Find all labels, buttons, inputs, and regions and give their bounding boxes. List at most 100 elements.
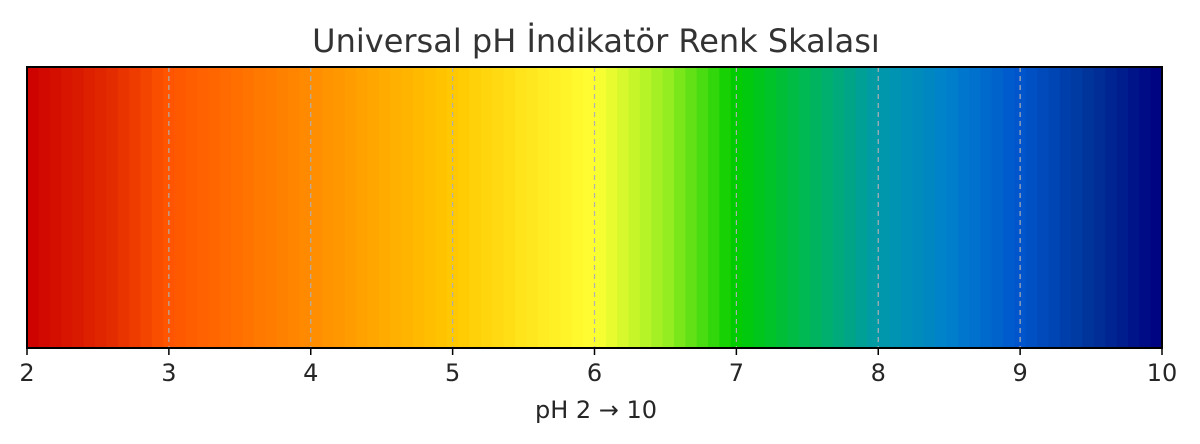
color-band: [742, 67, 754, 348]
color-band: [1071, 67, 1084, 348]
color-band: [310, 67, 323, 348]
color-band: [38, 67, 51, 348]
grid-lines: [168, 67, 1021, 348]
x-tick-label: 2: [19, 359, 34, 387]
color-band: [1139, 67, 1152, 348]
x-tick-label: 4: [303, 359, 318, 387]
color-band: [537, 67, 550, 348]
color-band: [322, 67, 335, 348]
color-band: [435, 67, 448, 348]
color-band: [764, 67, 777, 348]
color-band: [1116, 67, 1129, 348]
color-band: [27, 67, 39, 348]
color-band: [174, 67, 187, 348]
color-band: [526, 67, 539, 348]
color-band: [1037, 67, 1050, 348]
color-band: [730, 67, 743, 348]
color-band: [424, 67, 437, 348]
color-band: [1150, 67, 1163, 348]
color-band: [991, 67, 1004, 348]
color-band: [401, 67, 414, 348]
color-band: [356, 67, 369, 348]
color-band: [662, 67, 675, 348]
color-band: [129, 67, 142, 348]
x-tick-label: 8: [871, 359, 886, 387]
color-band: [912, 67, 925, 348]
color-band: [333, 67, 346, 348]
color-band: [719, 67, 732, 348]
color-band: [390, 67, 403, 348]
color-band: [946, 67, 959, 348]
color-band: [549, 67, 562, 348]
color-band: [83, 67, 96, 348]
color-band: [288, 67, 300, 348]
x-tick-label: 10: [1147, 359, 1178, 387]
color-band: [900, 67, 913, 348]
color-band: [673, 67, 686, 348]
color-band: [798, 67, 811, 348]
color-band: [855, 67, 868, 348]
color-band: [969, 67, 981, 348]
color-band: [1003, 67, 1016, 348]
color-band: [469, 67, 482, 348]
color-band: [72, 67, 85, 348]
color-band: [605, 67, 618, 348]
color-band: [185, 67, 198, 348]
color-band: [458, 67, 471, 348]
color-band: [878, 67, 891, 348]
color-band: [208, 67, 221, 348]
color-band: [299, 67, 312, 348]
color-band: [639, 67, 652, 348]
x-tick-label: 7: [729, 359, 744, 387]
color-band: [594, 67, 607, 348]
color-band: [163, 67, 176, 348]
color-band: [106, 67, 119, 348]
color-band: [957, 67, 970, 348]
color-band: [980, 67, 993, 348]
color-band: [412, 67, 425, 348]
color-band: [265, 67, 278, 348]
color-band: [378, 67, 391, 348]
color-band: [515, 67, 527, 348]
color-band: [242, 67, 255, 348]
color-band: [1014, 67, 1027, 348]
color-band: [583, 67, 596, 348]
color-band: [254, 67, 266, 348]
color-band: [1082, 67, 1095, 348]
x-tick-label: 6: [587, 359, 602, 387]
color-band: [889, 67, 902, 348]
color-band: [866, 67, 879, 348]
color-band: [651, 67, 664, 348]
x-tick-label: 5: [445, 359, 460, 387]
color-band: [935, 67, 947, 348]
color-band: [628, 67, 641, 348]
x-axis-label: pH 2 → 10: [535, 396, 657, 424]
color-band: [367, 67, 380, 348]
color-band: [696, 67, 709, 348]
chart-title: Universal pH İndikatör Renk Skalası: [312, 22, 880, 60]
color-band: [708, 67, 720, 348]
color-band: [1093, 67, 1106, 348]
color-band: [95, 67, 108, 348]
color-band: [117, 67, 130, 348]
x-tick-label: 3: [161, 359, 176, 387]
x-axis-ticks: 2 3 4 5 6 7 8 9 10: [19, 348, 1177, 387]
color-band: [560, 67, 573, 348]
color-band: [503, 67, 516, 348]
color-band: [571, 67, 584, 348]
color-band: [197, 67, 210, 348]
color-band: [492, 67, 505, 348]
color-band: [231, 67, 244, 348]
color-band: [151, 67, 164, 348]
color-band: [1105, 67, 1118, 348]
color-band: [219, 67, 232, 348]
color-band: [776, 67, 789, 348]
color-band: [685, 67, 698, 348]
color-band: [1048, 67, 1061, 348]
color-band: [481, 67, 493, 348]
color-band: [344, 67, 357, 348]
color-band: [140, 67, 153, 348]
color-band: [49, 67, 62, 348]
color-band: [844, 67, 857, 348]
